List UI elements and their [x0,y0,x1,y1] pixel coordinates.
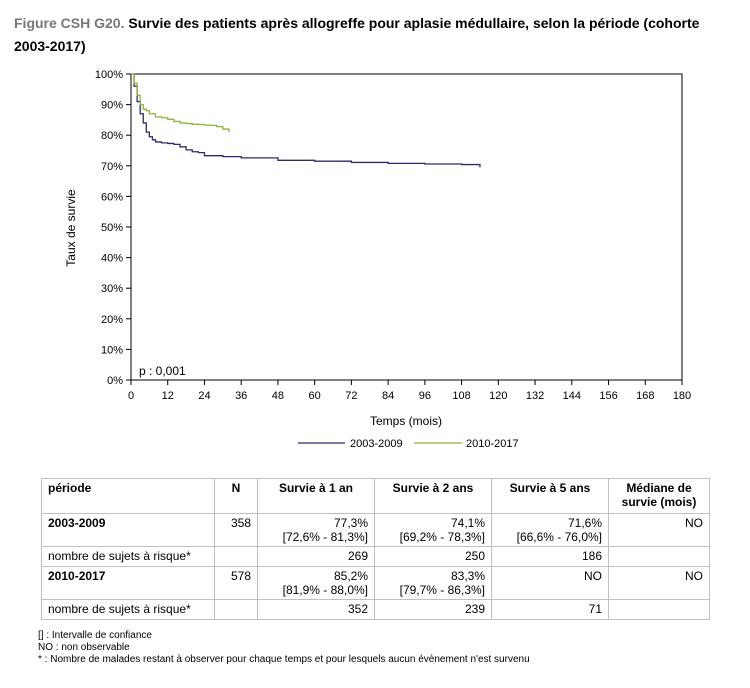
cell-survie-2ans: 74,1% [69,2% - 78,3%] [374,513,492,547]
x-tick-label: 60 [309,390,321,402]
col-header-survie-5ans: Survie à 5 ans [491,478,609,514]
cell-periode: 2003-2009 [41,513,215,547]
confidence-interval: [69,2% - 78,3%] [399,530,485,544]
y-tick-label: 0% [107,375,123,387]
cell-risk-2ans: 250 [374,546,492,567]
y-tick-label: 10% [101,344,123,356]
y-tick-label: 30% [101,283,123,295]
cell-mediane: NO [608,566,710,600]
x-tick-label: 144 [563,390,581,402]
confidence-interval: [66,6% - 76,0%] [516,530,602,544]
value: 71,6% [567,516,602,530]
y-tick-label: 60% [101,191,123,203]
col-header-survie-1an: Survie à 1 an [257,478,375,514]
plot-area [130,73,683,381]
x-tick-label: 12 [162,390,174,402]
x-tick-label: 72 [345,390,357,402]
col-header-n: N [214,478,258,514]
x-tick-label: 24 [198,390,210,402]
y-tick-label: 100% [95,69,123,81]
col-header-mediane: Médiane de survie (mois) [608,478,710,514]
legend: 2003-2009 2010-2017 [298,438,519,450]
cell-periode: 2010-2017 [41,566,215,600]
series-line-2003-2009 [131,73,481,168]
x-axis: 0 12 24 36 48 60 72 84 96 108 120 132 144 156 168 180 [128,380,691,402]
footnote-ci: [] : Intervalle de confiance [38,630,152,641]
figure-title: Figure CSH G20. Survie des patients aprè… [14,12,734,58]
footnotes: [] : Intervalle de confiance NO : non ob… [38,630,530,666]
cell-risk-1an: 352 [257,599,375,620]
y-tick-label: 90% [101,100,123,112]
value: 77,3% [333,516,368,530]
cell-n: 358 [214,513,258,547]
cell-risk-label: nombre de sujets à risque* [41,546,215,567]
cell-risk-label: nombre de sujets à risque* [41,599,215,620]
table-row: 2010-2017 578 85,2% [81,9% - 88,0%] 83,3%… [41,566,710,600]
x-tick-label: 132 [526,390,544,402]
footnote-risk: * : Nombre de malades restant à observer… [38,654,530,665]
survival-chart: Taux de survie 0% 10% 20% 30% 40% 50% 60% 70% 80… [64,69,691,450]
cell-empty [608,599,710,620]
y-axis-label: Taux de survie [64,189,78,267]
cell-survie-5ans: 71,6% [66,6% - 76,0%] [491,513,609,547]
series-line-2010-2017 [131,73,230,133]
table-row: 2003-2009 358 77,3% [72,6% - 81,3%] 74,1%… [41,513,710,547]
confidence-interval: [79,7% - 86,3%] [399,583,485,597]
survival-table: période N Survie à 1 an Survie à 2 ans S… [41,478,710,620]
x-axis-label: Temps (mois) [370,414,442,428]
x-tick-label: 120 [489,390,507,402]
x-tick-label: 48 [272,390,284,402]
cell-risk-1an: 269 [257,546,375,567]
cell-mediane: NO [608,513,710,547]
cell-risk-5ans: 71 [491,599,609,620]
x-tick-label: 108 [452,390,470,402]
legend-label-2003-2009: 2003-2009 [350,438,403,450]
value: NO [584,569,602,583]
y-axis: 0% 10% 20% 30% 40% 50% 60% 70% 80% 90% 100% [95,69,131,387]
confidence-interval: [81,9% - 88,0%] [282,583,368,597]
survival-curves [131,73,481,168]
cell-survie-2ans: 83,3% [79,7% - 86,3%] [374,566,492,600]
cell-risk-5ans: 186 [491,546,609,567]
y-tick-label: 80% [101,130,123,142]
value: 83,3% [450,569,485,583]
footnote-no: NO : non observable [38,642,130,653]
x-tick-label: 168 [636,390,654,402]
cell-empty [214,546,258,567]
col-header-survie-2ans: Survie à 2 ans [374,478,492,514]
confidence-interval: [72,6% - 81,3%] [282,530,368,544]
figure-caption: Survie des patients après allogreffe pou… [14,15,700,54]
table-header-row: période N Survie à 1 an Survie à 2 ans S… [41,478,710,514]
cell-empty [214,599,258,620]
p-value-annotation: p : 0,001 [139,364,186,378]
y-tick-label: 50% [101,222,123,234]
cell-survie-5ans: NO [491,566,609,600]
x-tick-label: 36 [235,390,247,402]
x-tick-label: 0 [128,390,134,402]
x-tick-label: 96 [419,390,431,402]
value: 85,2% [333,569,368,583]
cell-survie-1an: 85,2% [81,9% - 88,0%] [257,566,375,600]
cell-risk-2ans: 239 [374,599,492,620]
figure-number: Figure CSH G20. [14,15,125,31]
cell-survie-1an: 77,3% [72,6% - 81,3%] [257,513,375,547]
cell-empty [608,546,710,567]
y-tick-label: 70% [101,161,123,173]
table-row-risk: nombre de sujets à risque* 269 250 186 [41,546,710,567]
x-tick-label: 156 [599,390,617,402]
x-tick-label: 180 [673,390,691,402]
table-row-risk: nombre de sujets à risque* 352 239 71 [41,599,710,620]
cell-n: 578 [214,566,258,600]
x-tick-label: 84 [382,390,394,402]
y-tick-label: 20% [101,314,123,326]
y-tick-label: 40% [101,253,123,265]
value: 74,1% [450,516,485,530]
legend-label-2010-2017: 2010-2017 [466,438,519,450]
col-header-periode: période [41,478,215,514]
